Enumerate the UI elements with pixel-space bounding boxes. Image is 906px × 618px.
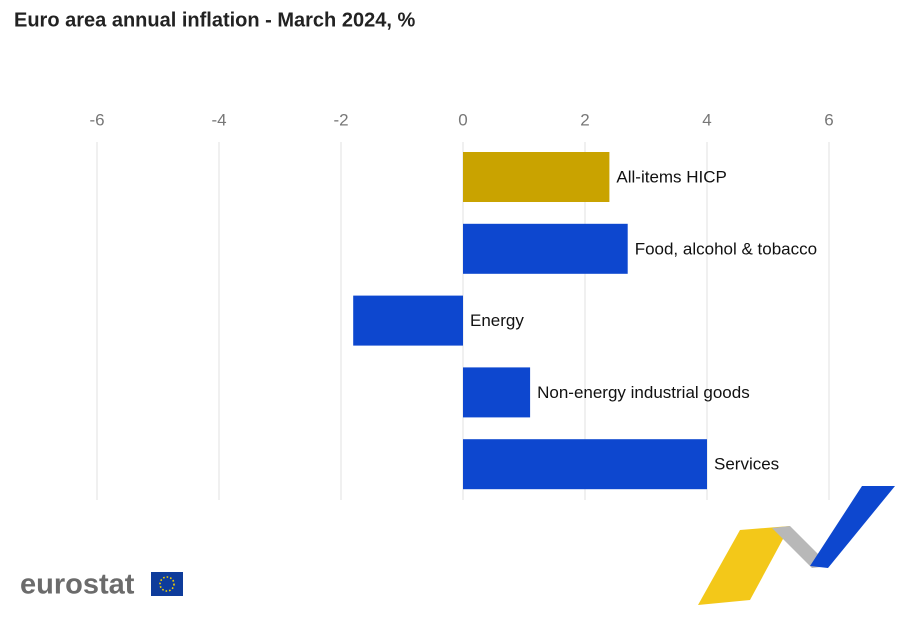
- decoration: [698, 486, 895, 605]
- x-tick-label: -2: [333, 110, 348, 129]
- plot-area: -6 -4 -2 0 2 4 6 All-items HICP Food, alcohol & …: [89, 110, 834, 500]
- chart-title: Euro area annual inflation - March 2024,…: [14, 9, 415, 31]
- bar: [463, 439, 707, 490]
- eu-flag: [151, 572, 183, 596]
- bar: [463, 223, 628, 274]
- logo: eurostat: [20, 569, 183, 601]
- bar-label: Energy: [470, 311, 524, 330]
- bar-label: Non-energy industrial goods: [537, 383, 750, 402]
- x-tick-label: 6: [824, 110, 833, 129]
- bar: [353, 295, 463, 346]
- bar: [463, 367, 531, 418]
- bar-label: All-items HICP: [616, 167, 727, 186]
- bar-label: Food, alcohol & tobacco: [635, 239, 817, 258]
- x-tick-label: -6: [89, 110, 104, 129]
- x-tick-label: 4: [702, 110, 711, 129]
- x-tick-label: -4: [211, 110, 226, 129]
- x-tick-label: 2: [580, 110, 589, 129]
- x-tick-label: 0: [458, 110, 467, 129]
- bar-label: Services: [714, 455, 779, 474]
- eu-stars: [159, 576, 175, 592]
- bar: [463, 152, 610, 202]
- logo-text: eurostat: [20, 569, 135, 601]
